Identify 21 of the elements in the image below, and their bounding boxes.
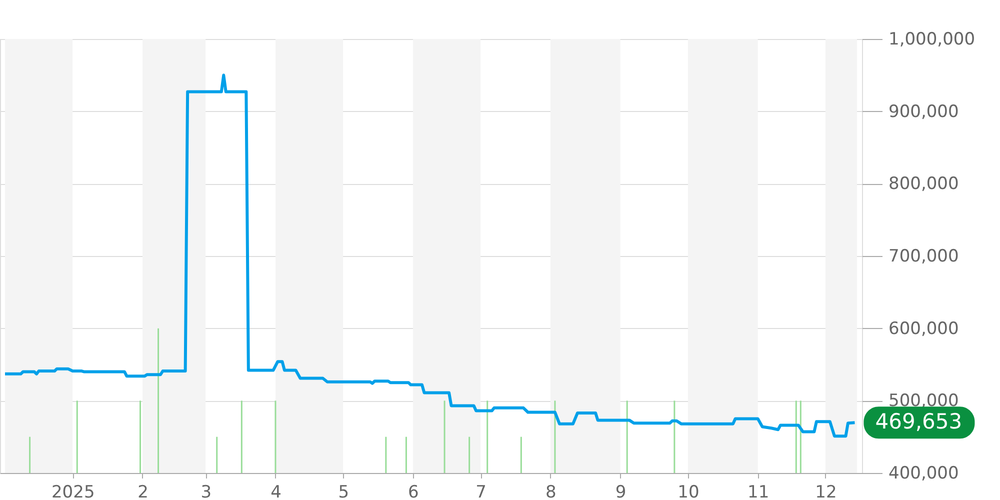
x-tick-label: 2025: [51, 482, 95, 500]
x-tick-label: 8: [546, 482, 556, 500]
x-tick-label: 5: [338, 482, 350, 500]
x-tick-label: 2: [138, 482, 148, 500]
y-tick-label: 1,000,000: [888, 30, 976, 50]
y-tick-label: 400,000: [888, 464, 959, 484]
x-tick-label: 9: [615, 482, 626, 500]
y-tick-label: 900,000: [888, 102, 959, 122]
x-tick-label: 4: [270, 482, 282, 500]
y-tick-label: 600,000: [888, 318, 959, 339]
y-tick-label: 800,000: [888, 174, 959, 194]
x-tick-label: 12: [815, 482, 837, 500]
y-tick-label: 700,000: [888, 246, 959, 266]
x-tick-label: 10: [678, 482, 700, 500]
line-series: [4, 74, 856, 438]
x-tick-label: 11: [748, 482, 770, 500]
x-tick-label: 3: [200, 482, 212, 500]
annotation: 469,653: [875, 410, 962, 434]
x-tick-label: 6: [408, 482, 419, 500]
y-tick-label: 500,000: [888, 391, 959, 412]
x-tick-label: 7: [476, 482, 486, 500]
